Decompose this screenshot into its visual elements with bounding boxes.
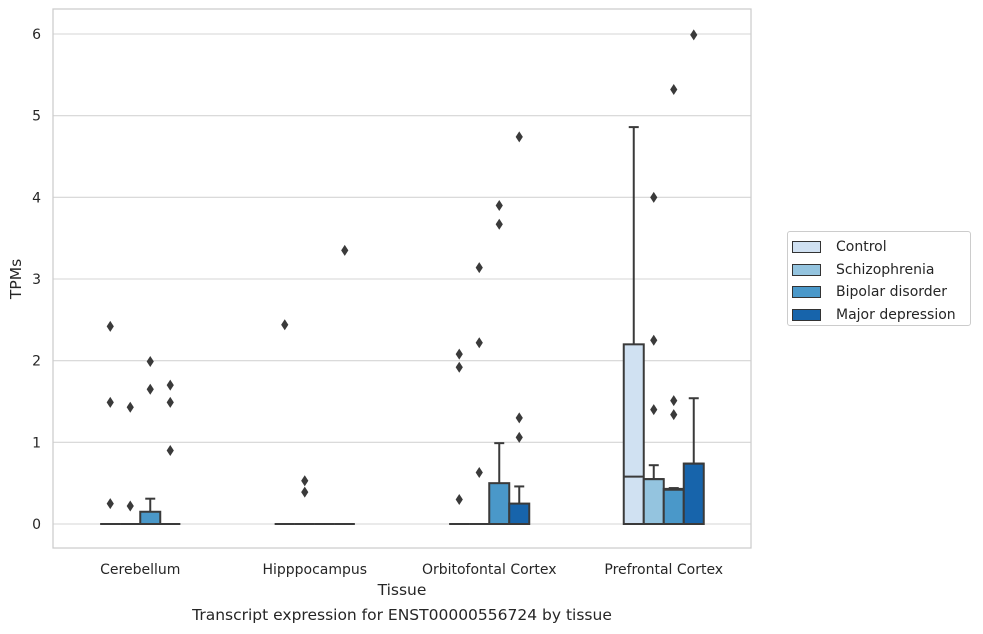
y-tick-labels: 0 1 2 3 4 5 6 [32, 27, 41, 533]
outlier-point [475, 467, 483, 479]
box [488, 482, 511, 525]
outlier-point [690, 29, 698, 41]
box-group [274, 319, 295, 525]
outlier-point [106, 396, 114, 408]
outlier-point [455, 361, 463, 373]
box-group [488, 200, 511, 525]
outlier-point [455, 348, 463, 360]
box-group [139, 355, 162, 525]
box-group [682, 29, 705, 526]
y-tick-label: 1 [32, 435, 41, 451]
outlier-point [106, 320, 114, 332]
outlier-point [495, 200, 503, 211]
box-group [294, 475, 315, 525]
x-tick-labels: Cerebellum Hipppocampus Orbitofontal Corte… [100, 562, 723, 578]
outlier-point [495, 218, 503, 230]
outlier-point [650, 191, 658, 203]
plot-frame [52, 8, 752, 549]
y-tick-label: 3 [32, 272, 41, 288]
outlier-point [301, 475, 309, 487]
legend-item-bipolar: Bipolar disorder [792, 281, 970, 304]
box [642, 478, 665, 526]
y-tick-label: 4 [32, 190, 41, 206]
legend-swatch [792, 241, 821, 254]
y-tick-label: 0 [32, 517, 41, 533]
outlier-point [341, 244, 349, 256]
box [622, 343, 645, 526]
box [508, 502, 531, 526]
box [662, 487, 685, 525]
outlier-point [515, 431, 523, 443]
y-axis-label: TPMs [7, 259, 25, 300]
box-group [120, 401, 141, 525]
box-group [469, 262, 490, 525]
outlier-point [670, 84, 678, 96]
outlier-point [670, 395, 678, 407]
outlier-point [475, 337, 483, 349]
outlier-point [475, 262, 483, 274]
outlier-point [455, 494, 463, 505]
outlier-point [146, 355, 154, 367]
legend-swatch [792, 263, 821, 276]
box-group [642, 191, 665, 526]
outlier-point [146, 383, 154, 395]
legend: Control Schizophrenia Bipolar disorder M… [787, 231, 971, 326]
legend-label: Major depression [836, 306, 956, 323]
outlier-point [166, 396, 174, 408]
y-tick-label: 2 [32, 354, 41, 370]
x-tick-label: Orbitofontal Cortex [422, 562, 557, 578]
box [139, 510, 162, 525]
legend-label: Schizophrenia [836, 261, 935, 278]
outlier-point [281, 319, 289, 331]
outlier-point [166, 445, 174, 456]
box-group [662, 84, 685, 525]
legend-label: Bipolar disorder [836, 284, 948, 301]
y-gridlines [53, 33, 751, 525]
box-group [160, 379, 181, 525]
x-tick-label: Cerebellum [100, 562, 180, 578]
outlier-point [126, 500, 134, 512]
legend-swatch [792, 308, 821, 321]
legend-item-schizophrenia: Schizophrenia [792, 259, 970, 282]
legend-item-control: Control [792, 236, 970, 259]
outlier-point [106, 498, 114, 510]
box-group [508, 131, 531, 526]
outlier-point [650, 404, 658, 416]
plot-marks [100, 29, 705, 526]
chart-caption: Transcript expression for ENST0000055672… [192, 606, 612, 624]
box-group [622, 126, 645, 526]
x-axis-label: Tissue [377, 581, 427, 599]
outlier-point [515, 131, 523, 143]
outlier-point [126, 401, 134, 413]
x-tick-label: Prefrontal Cortex [604, 562, 723, 578]
outlier-point [301, 486, 309, 498]
y-tick-label: 5 [32, 109, 41, 125]
outlier-point [670, 409, 678, 421]
x-tick-label: Hipppocampus [262, 562, 367, 578]
outlier-point [166, 379, 174, 391]
outlier-point [650, 334, 658, 346]
y-tick-label: 6 [32, 27, 41, 43]
box-group [100, 320, 121, 525]
box-group [334, 244, 355, 525]
box-group [449, 348, 470, 525]
legend-item-major-depression: Major depression [792, 304, 970, 327]
legend-label: Control [836, 239, 887, 256]
outlier-point [515, 412, 523, 424]
legend-swatch [792, 286, 821, 299]
box [682, 462, 705, 526]
